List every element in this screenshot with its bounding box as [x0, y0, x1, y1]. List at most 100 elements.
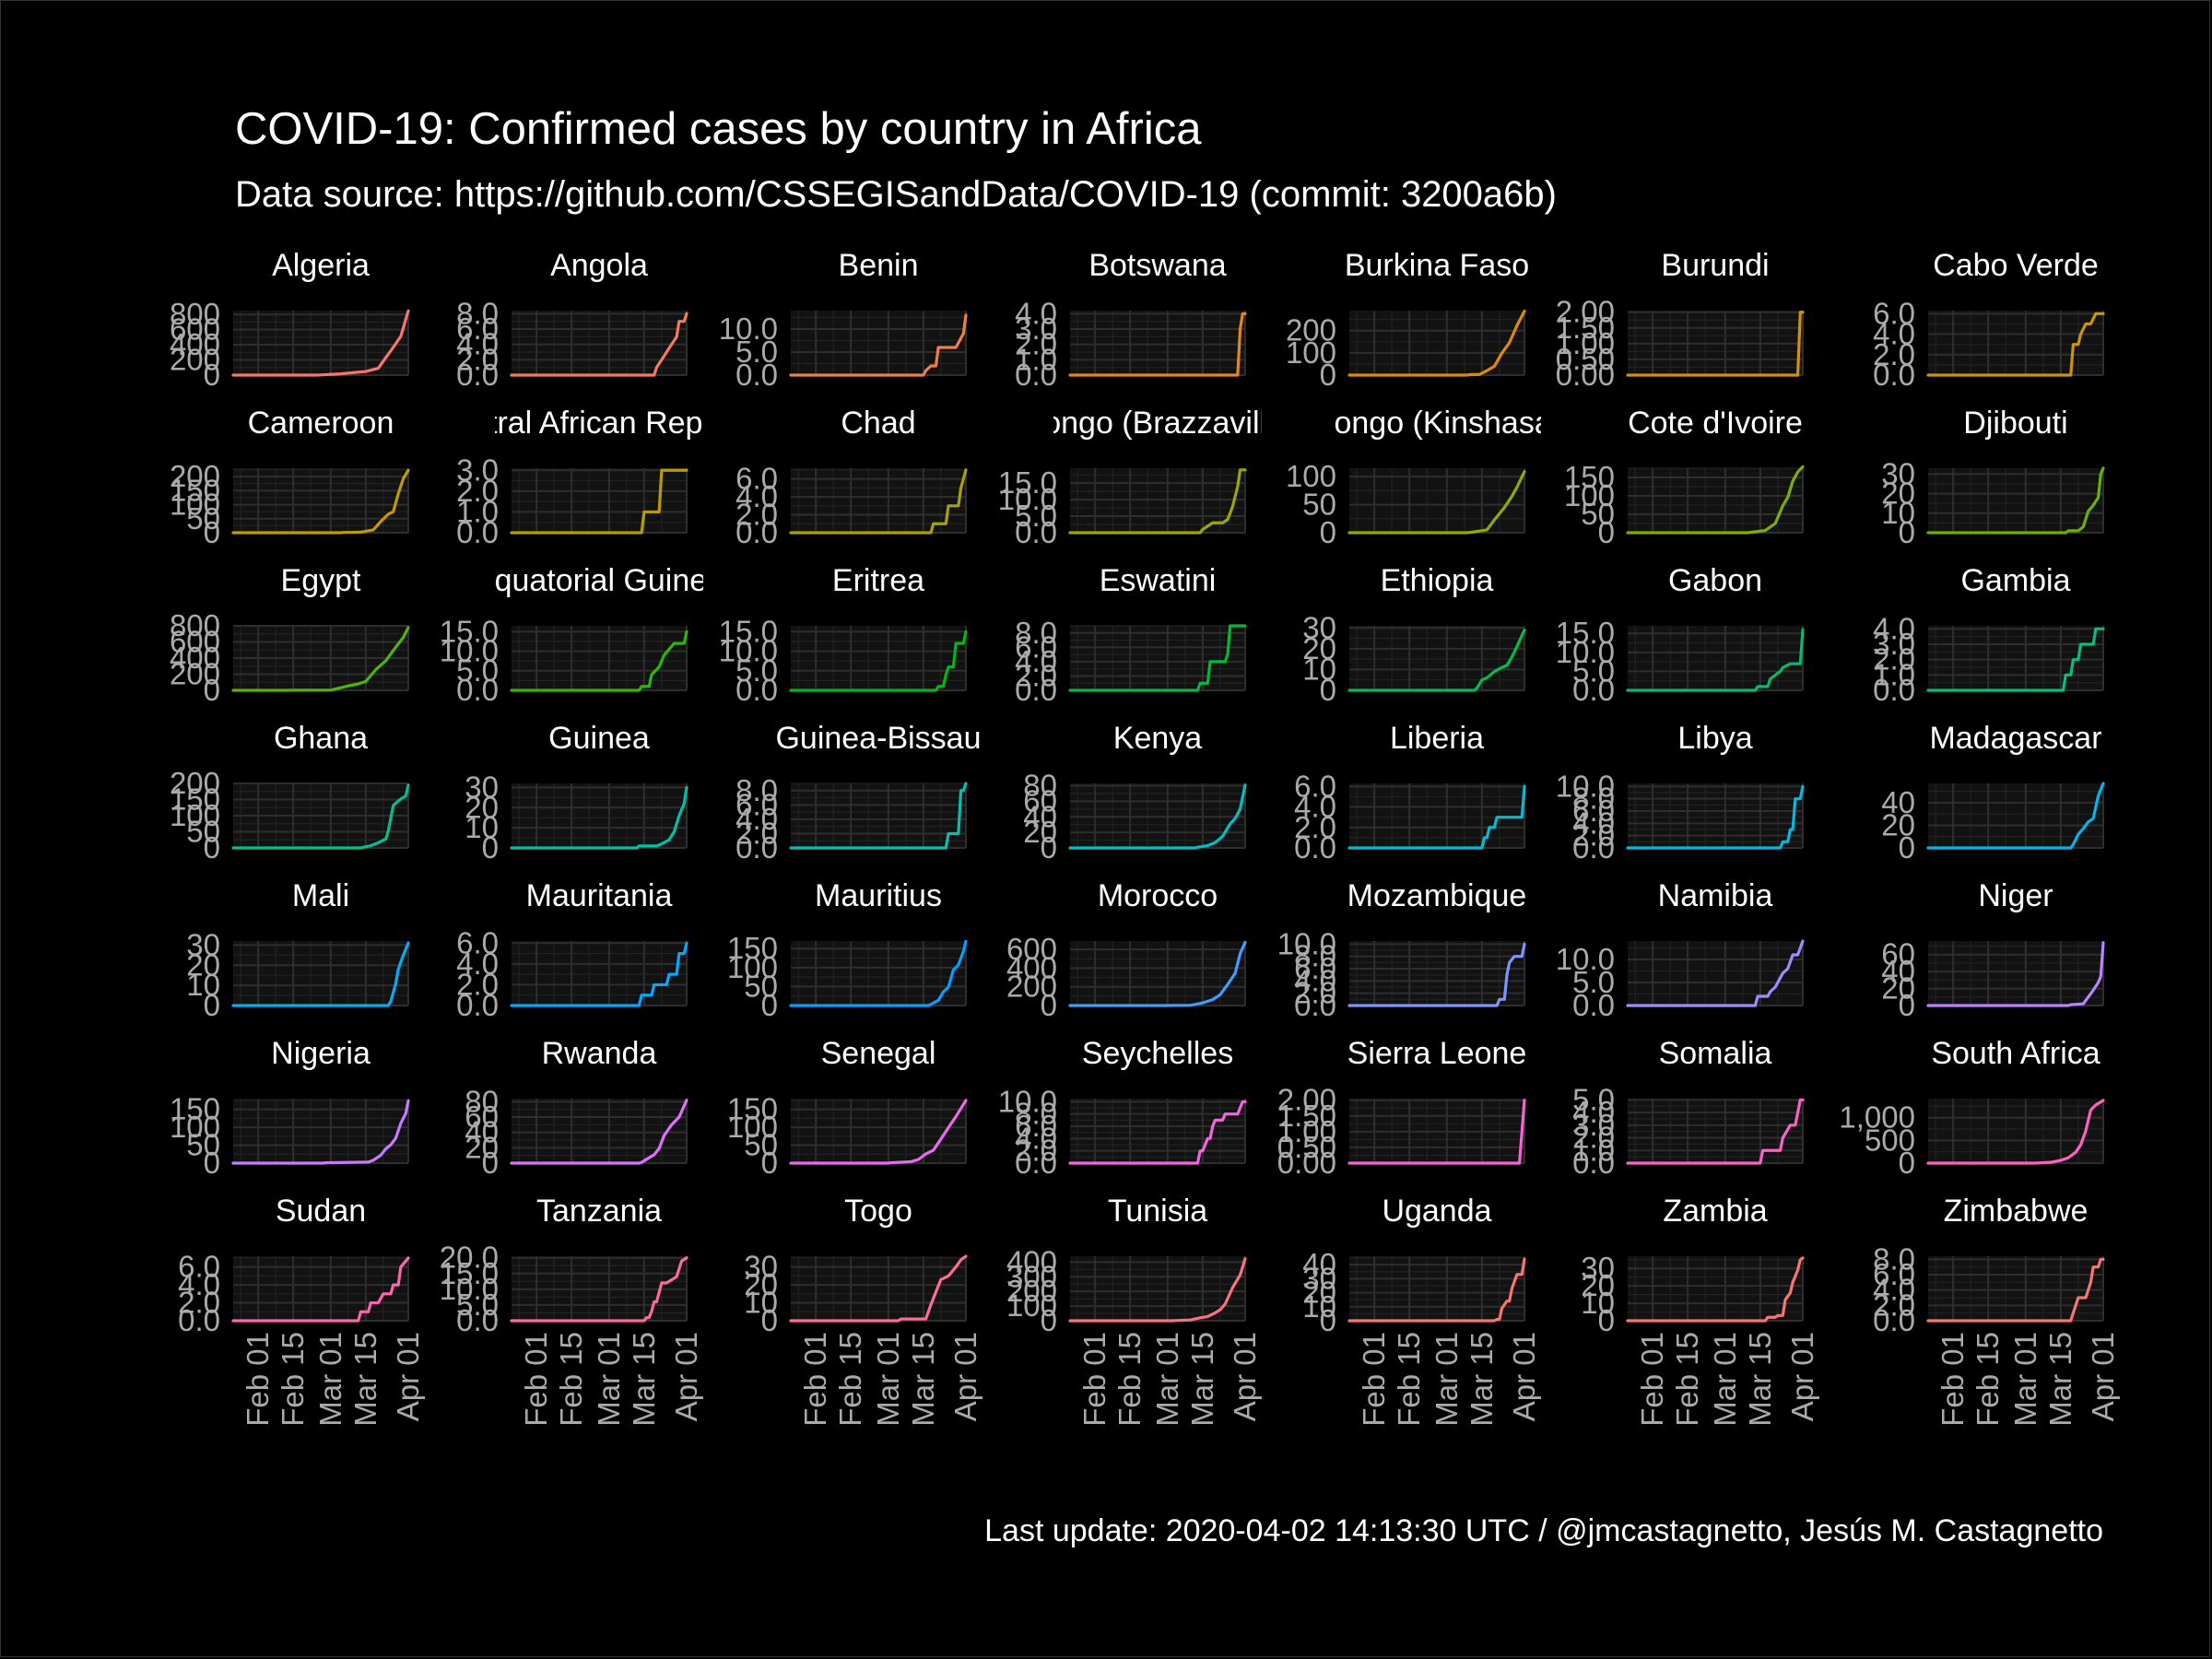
panel-background: [1628, 783, 1803, 848]
y-tick-label: 8.0: [735, 773, 778, 807]
panel-background: [1070, 1256, 1245, 1321]
y-tick-label: 0: [204, 830, 220, 865]
facet-liberia: Liberia 0.02.04.06.0: [1294, 721, 1526, 865]
y-tick-label: 4.0: [178, 1267, 220, 1301]
x-tick-label: Feb 01: [1635, 1332, 1669, 1427]
y-tick-label: 0.0: [735, 673, 778, 707]
y-tick-label: 10.0: [719, 634, 778, 668]
facet-title: Mozambique: [1347, 878, 1527, 913]
facet-title: Tanzania: [536, 1194, 662, 1229]
panel-background: [512, 311, 687, 375]
y-tick-label: 2.0: [735, 498, 778, 532]
y-tick-label: 1.0: [456, 494, 499, 528]
facet-title: Sudan: [276, 1194, 366, 1229]
facet-chad: Chad 0.02.04.06.0: [735, 406, 968, 549]
y-tick-label: 4.0: [1873, 317, 1915, 351]
y-tick-label: 500: [1865, 1123, 1915, 1157]
y-tick-label: 4.0: [1294, 963, 1336, 997]
y-tick-label: 20: [1302, 631, 1336, 665]
y-tick-label: 15.0: [719, 614, 778, 648]
y-tick-label: 6.0: [178, 1250, 220, 1284]
facet-title: Zimbabwe: [1944, 1194, 2088, 1229]
y-tick-label: 200: [170, 459, 220, 493]
y-tick-label: 200: [170, 657, 220, 691]
y-tick-label: 800: [170, 297, 220, 331]
y-tick-label: 6.0: [456, 312, 499, 346]
y-tick-label: 0.0: [1873, 673, 1915, 707]
series-line-tanzania: [510, 1256, 688, 1323]
y-tick-label: 0.0: [735, 830, 778, 865]
x-tick-label: Apr 01: [669, 1332, 703, 1421]
facet-title: Somalia: [1659, 1036, 1772, 1071]
series-line-cabo-verde: [1926, 312, 2105, 377]
series-line-tunisia: [1068, 1257, 1247, 1323]
panel-background: [233, 941, 408, 1006]
facet-title: Eswatini: [1100, 563, 1217, 598]
series-line-angola: [510, 312, 688, 377]
panel-background: [791, 1256, 966, 1321]
y-tick-label: 6.0: [1015, 1109, 1057, 1143]
y-tick-label: 10.0: [998, 1084, 1057, 1118]
y-tick-label: 6.0: [735, 462, 778, 496]
y-tick-label: 2.0: [1294, 976, 1336, 1010]
y-tick-label: 6.0: [1294, 769, 1336, 803]
x-tick-label: Apr 01: [1228, 1332, 1262, 1421]
x-tick-label: Feb 15: [833, 1332, 867, 1427]
y-tick-label: 50: [1581, 497, 1615, 531]
y-tick-label: 2.00: [1556, 295, 1615, 329]
panel-background: [233, 1256, 408, 1321]
series-line-guinea-bissau: [789, 782, 968, 850]
facet-title: Equatorial Guinea: [474, 563, 724, 598]
y-tick-label: 0.00: [1556, 358, 1615, 392]
y-tick-label: 400: [170, 327, 220, 361]
series-line-djibouti: [1926, 466, 2105, 535]
facet-title: Togo: [844, 1194, 912, 1229]
panel-background: [791, 783, 966, 848]
y-tick-label: 30: [1881, 456, 1915, 490]
y-tick-label: 2.0: [1015, 1134, 1057, 1168]
series-line-congo-brazzaville: [1068, 468, 1247, 535]
y-tick-label: 300: [1006, 1259, 1057, 1293]
y-tick-label: 10: [1302, 652, 1336, 686]
y-tick-label: 8.0: [1294, 939, 1336, 973]
facet-title: Central African Republic: [431, 406, 768, 441]
y-tick-label: 150: [170, 473, 220, 507]
series-line-ethiopia: [1347, 628, 1526, 692]
y-tick-label: 6.0: [1015, 629, 1057, 664]
y-tick-label: 150: [170, 782, 220, 817]
x-tick-label: Mar 01: [1708, 1332, 1742, 1427]
y-tick-label: 200: [1006, 970, 1057, 1004]
y-tick-label: 2.0: [178, 1286, 220, 1320]
y-tick-label: 1,000: [1839, 1100, 1915, 1135]
y-tick-label: 8.0: [1873, 1241, 1915, 1276]
y-tick-label: 80: [465, 1084, 499, 1118]
facet-title: Rwanda: [542, 1036, 657, 1071]
panel-background: [1928, 941, 2103, 1006]
x-tick-label: Mar 01: [592, 1332, 626, 1427]
y-tick-label: 0: [761, 1146, 778, 1180]
y-tick-label: 2.0: [456, 967, 499, 1001]
y-tick-label: 20: [1023, 815, 1057, 849]
panel-background: [1349, 783, 1524, 848]
y-tick-label: 20: [465, 790, 499, 824]
series-line-libya: [1626, 784, 1805, 850]
y-tick-label: 4.0: [735, 802, 778, 836]
y-tick-label: 0: [1041, 830, 1057, 865]
x-tick-label: Mar 01: [1150, 1332, 1184, 1427]
facet-eswatini: Eswatini 0.02.04.06.08.0: [1015, 563, 1247, 707]
series-line-morocco: [1068, 940, 1247, 1007]
facet-zimbabwe: Zimbabwe 0.02.04.06.08.0: [1873, 1194, 2105, 1337]
y-tick-label: 400: [170, 641, 220, 675]
series-line-mauritius: [789, 939, 968, 1007]
series-line-rwanda: [510, 1099, 688, 1165]
facet-tanzania: Tanzania 0.05.010.015.020.0: [440, 1194, 688, 1337]
y-tick-label: 2.00: [1277, 1083, 1336, 1117]
y-tick-label: 30: [744, 1250, 778, 1284]
y-tick-label: 150: [170, 1092, 220, 1126]
y-tick-label: 2.0: [1873, 337, 1915, 371]
y-tick-label: 3.0: [1873, 627, 1915, 661]
y-tick-label: 100: [727, 1110, 778, 1144]
y-tick-label: 20: [1581, 1268, 1615, 1302]
